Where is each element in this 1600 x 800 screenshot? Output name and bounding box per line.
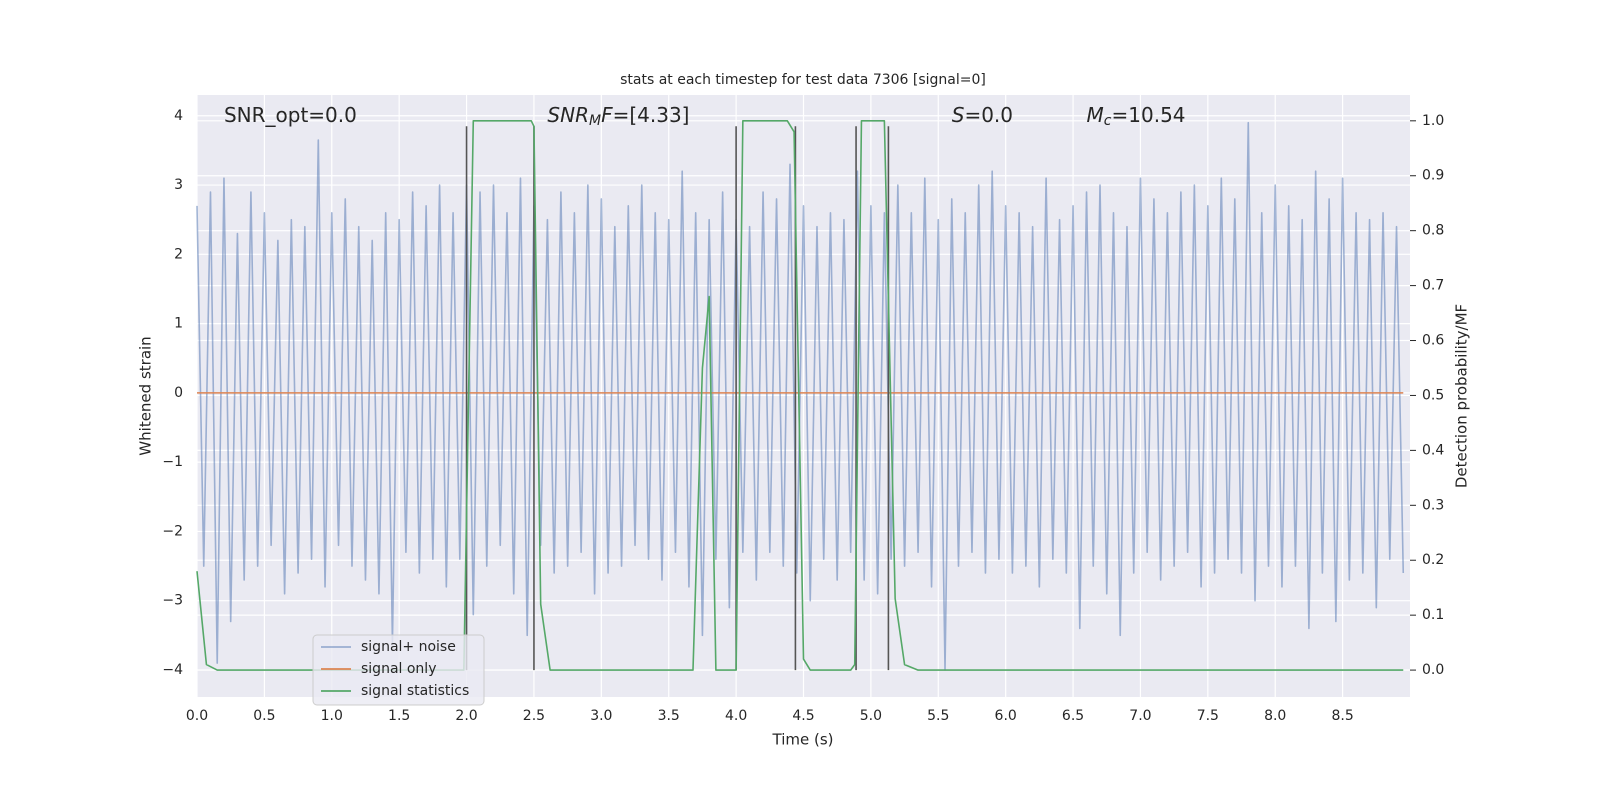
x-tick-label: 7.0 (1129, 708, 1151, 724)
y-tick-label: 4 (174, 108, 183, 124)
y2-tick-label: 0.2 (1422, 552, 1444, 568)
series-line (196, 120, 1404, 671)
x-tick-label: 1.5 (388, 708, 410, 724)
x-tick-label: 0.5 (253, 708, 275, 724)
x-tick-label: 8.0 (1264, 708, 1286, 724)
y2-tick-label: 1.0 (1422, 113, 1444, 129)
x-tick-label: 6.5 (1062, 708, 1084, 724)
y2-tick-label: 0.4 (1422, 442, 1444, 458)
annotation-part: M (1087, 102, 1104, 126)
y2-axis-label: Detection probability/MF (1453, 304, 1471, 488)
legend-label: signal only (361, 661, 436, 677)
y2-tick-label: 0.7 (1422, 278, 1444, 294)
annotation-part: c (1104, 113, 1112, 129)
y2-tick-label: 0.8 (1422, 223, 1444, 239)
annotation-part: =0.0 (964, 102, 1013, 126)
x-tick-label: 2.5 (523, 708, 545, 724)
x-tick-label: 5.0 (860, 708, 882, 724)
annotation: S=0.0 (952, 102, 1013, 126)
legend-box (312, 634, 485, 706)
legend-label: signal+ noise (361, 639, 456, 655)
y-tick-label: 2 (174, 246, 183, 262)
x-tick-label: 4.5 (792, 708, 814, 724)
annotation-part: =[4.33] (613, 102, 690, 126)
annotation: SNR_opt=0.0 (224, 102, 357, 126)
annotation-part: F (601, 102, 613, 126)
annotation: SNRMF=[4.33] (547, 102, 689, 128)
x-tick-label: 6.0 (995, 708, 1017, 724)
x-tick-label: 7.5 (1197, 708, 1219, 724)
chart-title: stats at each timestep for test data 730… (620, 72, 986, 88)
y-tick-label: 1 (174, 316, 183, 332)
y-tick-label: −3 (162, 593, 183, 609)
y2-tick-label: 0.3 (1422, 497, 1444, 513)
y-tick-label: −2 (162, 523, 183, 539)
y2-tick-label: 0.1 (1422, 607, 1444, 623)
y-tick-label: −1 (162, 454, 183, 470)
x-tick-label: 0.0 (186, 708, 208, 724)
legend-label: signal statistics (361, 683, 469, 699)
x-tick-label: 1.0 (321, 708, 343, 724)
y2-tick-label: 0.0 (1422, 662, 1444, 678)
x-axis-label: Time (s) (772, 731, 834, 749)
legend: signal+ noise signal only signal statistic… (312, 634, 485, 706)
x-tick-label: 4.0 (725, 708, 747, 724)
x-tick-label: 3.5 (658, 708, 680, 724)
y-tick-label: −4 (162, 662, 183, 678)
x-tick-label: 8.5 (1331, 708, 1353, 724)
series-line (196, 121, 1405, 671)
y2-tick-label: 0.6 (1422, 333, 1444, 349)
annotation: Mc=10.54 (1087, 102, 1186, 128)
x-tick-label: 5.5 (927, 708, 949, 724)
annotation-part: S (952, 102, 965, 126)
annotation-part: =10.54 (1112, 102, 1186, 126)
y-tick-label: 3 (174, 177, 183, 193)
y2-tick-label: 0.5 (1422, 387, 1444, 403)
x-tick-label: 2.0 (455, 708, 477, 724)
x-tick-label: 3.0 (590, 708, 612, 724)
y-tick-label: 0 (174, 385, 183, 401)
y2-tick-label: 0.9 (1422, 168, 1444, 184)
y-axis-label: Whitened strain (137, 336, 155, 455)
annotation-part: SNR (547, 102, 589, 126)
annotation-part: M (589, 113, 601, 129)
annotation-part: SNR_opt=0.0 (224, 102, 357, 126)
